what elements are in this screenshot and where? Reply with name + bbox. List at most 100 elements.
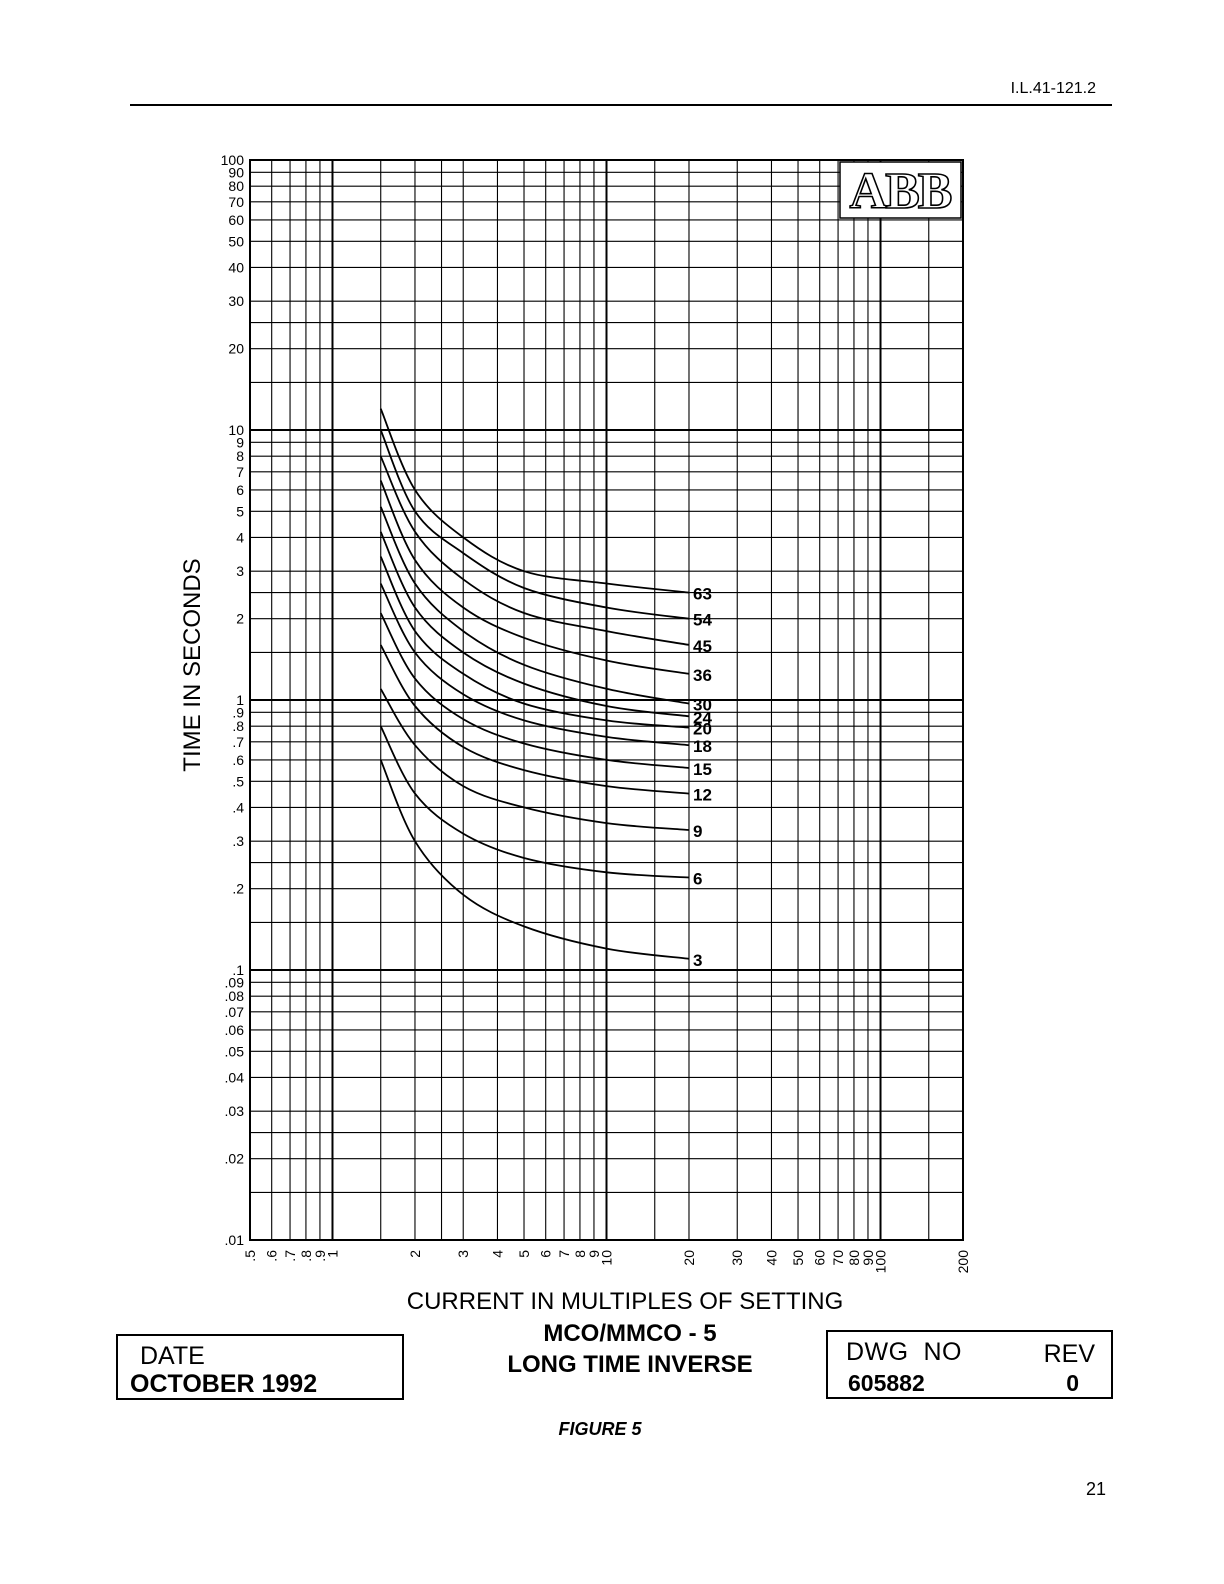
y-tick-label: 60: [228, 212, 244, 228]
x-tick-label: 90: [860, 1250, 876, 1266]
y-tick-label: .05: [225, 1043, 245, 1059]
y-tick-label: .08: [225, 988, 245, 1004]
x-tick-label: 7: [556, 1250, 572, 1258]
curve-time-dial-20: [379, 556, 690, 729]
y-tick-label: 90: [228, 164, 244, 180]
x-tick-label: .7: [282, 1250, 298, 1262]
x-tick-label: .8: [298, 1250, 314, 1262]
date-box: DATE OCTOBER 1992: [116, 1334, 404, 1400]
curve-label: 9: [693, 822, 702, 841]
page-number: 21: [1085, 1479, 1106, 1499]
y-tick-label: 70: [228, 194, 244, 210]
x-tick-label: 1: [324, 1250, 340, 1258]
dwg-no-value: 605882: [848, 1370, 925, 1396]
date-label: DATE: [140, 1342, 205, 1370]
x-tick-label: 70: [830, 1250, 846, 1266]
rev-value: 0: [1066, 1370, 1079, 1396]
y-tick-label: .01: [225, 1232, 245, 1248]
curve-label: 63: [693, 585, 712, 604]
drawing-number-box: DWG NO REV 605882 0: [826, 1330, 1113, 1399]
y-tick-label: .8: [232, 718, 244, 734]
plot-frame: [249, 159, 964, 1241]
x-tick-label: 100: [873, 1250, 889, 1274]
curve-label: 36: [693, 666, 712, 685]
y-tick-label: .2: [232, 881, 244, 897]
x-tick-label: .9: [312, 1250, 328, 1262]
x-tick-label: .5: [242, 1250, 258, 1262]
curve-time-dial-24: [379, 531, 690, 718]
x-tick-label: 5: [516, 1250, 532, 1258]
curve-time-dial-36: [379, 480, 690, 675]
y-tick-label: .03: [225, 1103, 245, 1119]
curve-time-dial-15: [379, 612, 690, 769]
x-tick-label: 4: [489, 1250, 505, 1258]
curve-time-dial-54: [379, 429, 690, 620]
drawing-title-line2: LONG TIME INVERSE: [507, 1351, 753, 1378]
y-tick-label: .9: [232, 704, 244, 720]
x-tick-label: 20: [681, 1250, 697, 1266]
x-tick-label: 40: [763, 1250, 779, 1266]
rev-label: REV: [1043, 1340, 1095, 1368]
x-tick-label: 6: [538, 1250, 554, 1258]
curve-time-dial-63: [379, 408, 690, 594]
curve-label: 30: [693, 696, 712, 715]
y-tick-label: 2: [236, 611, 244, 627]
curve-label: 24: [693, 708, 712, 727]
x-tick-label: 200: [955, 1250, 971, 1274]
curve-time-dial-18: [379, 583, 690, 747]
x-tick-label: 30: [729, 1250, 745, 1266]
curve-label: 18: [693, 737, 712, 756]
document-id: I.L.41-121.2: [1010, 80, 1096, 97]
curve-label: 15: [693, 760, 712, 779]
header-rule: [130, 104, 1112, 106]
x-tick-label: 80: [846, 1250, 862, 1266]
curve-time-dial-45: [379, 455, 690, 646]
y-tick-label: 3: [236, 563, 244, 579]
y-tick-label: .07: [225, 1004, 245, 1020]
x-tick-label: 3: [455, 1250, 471, 1258]
x-tick-label: 9: [586, 1250, 602, 1258]
y-tick-label: 10: [228, 422, 244, 438]
dwg-no-label: DWG NO: [846, 1338, 962, 1366]
y-tick-label: .04: [225, 1069, 245, 1085]
curve-time-dial-6: [379, 725, 690, 879]
curve-time-dial-9: [379, 688, 690, 831]
x-tick-label: .6: [264, 1250, 280, 1262]
curve-label: 6: [693, 870, 702, 889]
y-tick-label: .3: [232, 833, 244, 849]
date-value: OCTOBER 1992: [130, 1370, 318, 1398]
x-tick-label: 60: [812, 1250, 828, 1266]
y-tick-label: 4: [236, 529, 244, 545]
y-tick-label: .09: [225, 974, 245, 990]
x-axis-label: CURRENT IN MULTIPLES OF SETTING: [407, 1288, 844, 1310]
y-tick-label: 5: [236, 503, 244, 519]
abb-logo-text: ABB: [850, 163, 952, 220]
y-tick-label: 6: [236, 482, 244, 498]
drawing-title-line1: MCO/MMCO - 5: [543, 1320, 717, 1347]
abb-logo: ABB: [839, 161, 962, 221]
figure-caption: FIGURE 5: [558, 1419, 642, 1439]
y-axis-label: TIME IN SECONDS: [179, 558, 206, 771]
y-tick-label: .7: [232, 734, 244, 750]
x-tick-label: 50: [790, 1250, 806, 1266]
curve-label: 54: [693, 611, 712, 630]
curve-time-dial-3: [379, 759, 690, 960]
y-tick-label: .02: [225, 1151, 245, 1167]
y-tick-label: .06: [225, 1022, 245, 1038]
y-tick-label: .6: [232, 752, 244, 768]
y-tick-label: 1: [236, 692, 244, 708]
curve-time-dial-30: [379, 506, 690, 705]
y-tick-label: 40: [228, 259, 244, 275]
y-tick-label: 20: [228, 341, 244, 357]
x-tick-label: 8: [572, 1250, 588, 1258]
x-tick-label: 2: [407, 1250, 423, 1258]
y-tick-label: 8: [236, 448, 244, 464]
y-tick-label: 80: [228, 178, 244, 194]
y-tick-label: 30: [228, 293, 244, 309]
curve-label: 12: [693, 786, 712, 805]
curve-time-dial-12: [379, 644, 690, 795]
x-tick-label: 10: [599, 1250, 615, 1266]
y-tick-label: 100: [221, 152, 245, 168]
y-tick-label: 9: [236, 434, 244, 450]
curve-label: 45: [693, 637, 712, 656]
